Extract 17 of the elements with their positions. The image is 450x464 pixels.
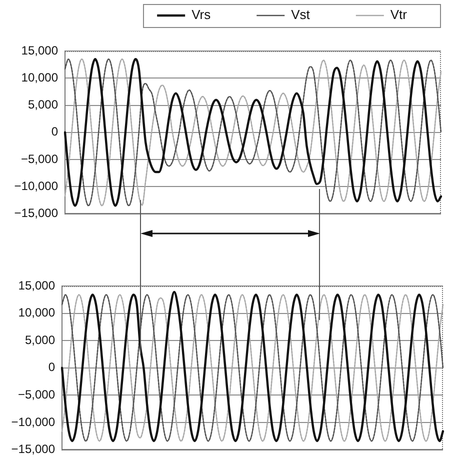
y-tick-label: 10,000 — [21, 70, 58, 84]
legend-label: Vtr — [390, 7, 408, 22]
y-tick-label: 0 — [48, 360, 56, 374]
y-tick-label: 0 — [51, 124, 58, 139]
y-tick-label: 15,000 — [21, 43, 58, 58]
y-tick-label: 15,000 — [18, 278, 56, 292]
y-tick-label: −5,000 — [18, 388, 56, 402]
y-tick-label: −10,000 — [11, 414, 56, 429]
legend-label: Vst — [291, 7, 310, 22]
y-tick-label: −5,000 — [20, 152, 58, 166]
y-tick-label: −15,000 — [14, 206, 58, 220]
y-tick-label: 5,000 — [28, 98, 58, 112]
y-tick-label: −10,000 — [14, 178, 58, 193]
legend-label: Vrs — [192, 7, 212, 22]
y-tick-label: 5,000 — [24, 332, 56, 347]
y-tick-label: −15,000 — [11, 442, 56, 456]
y-tick-label: 10,000 — [18, 306, 56, 320]
